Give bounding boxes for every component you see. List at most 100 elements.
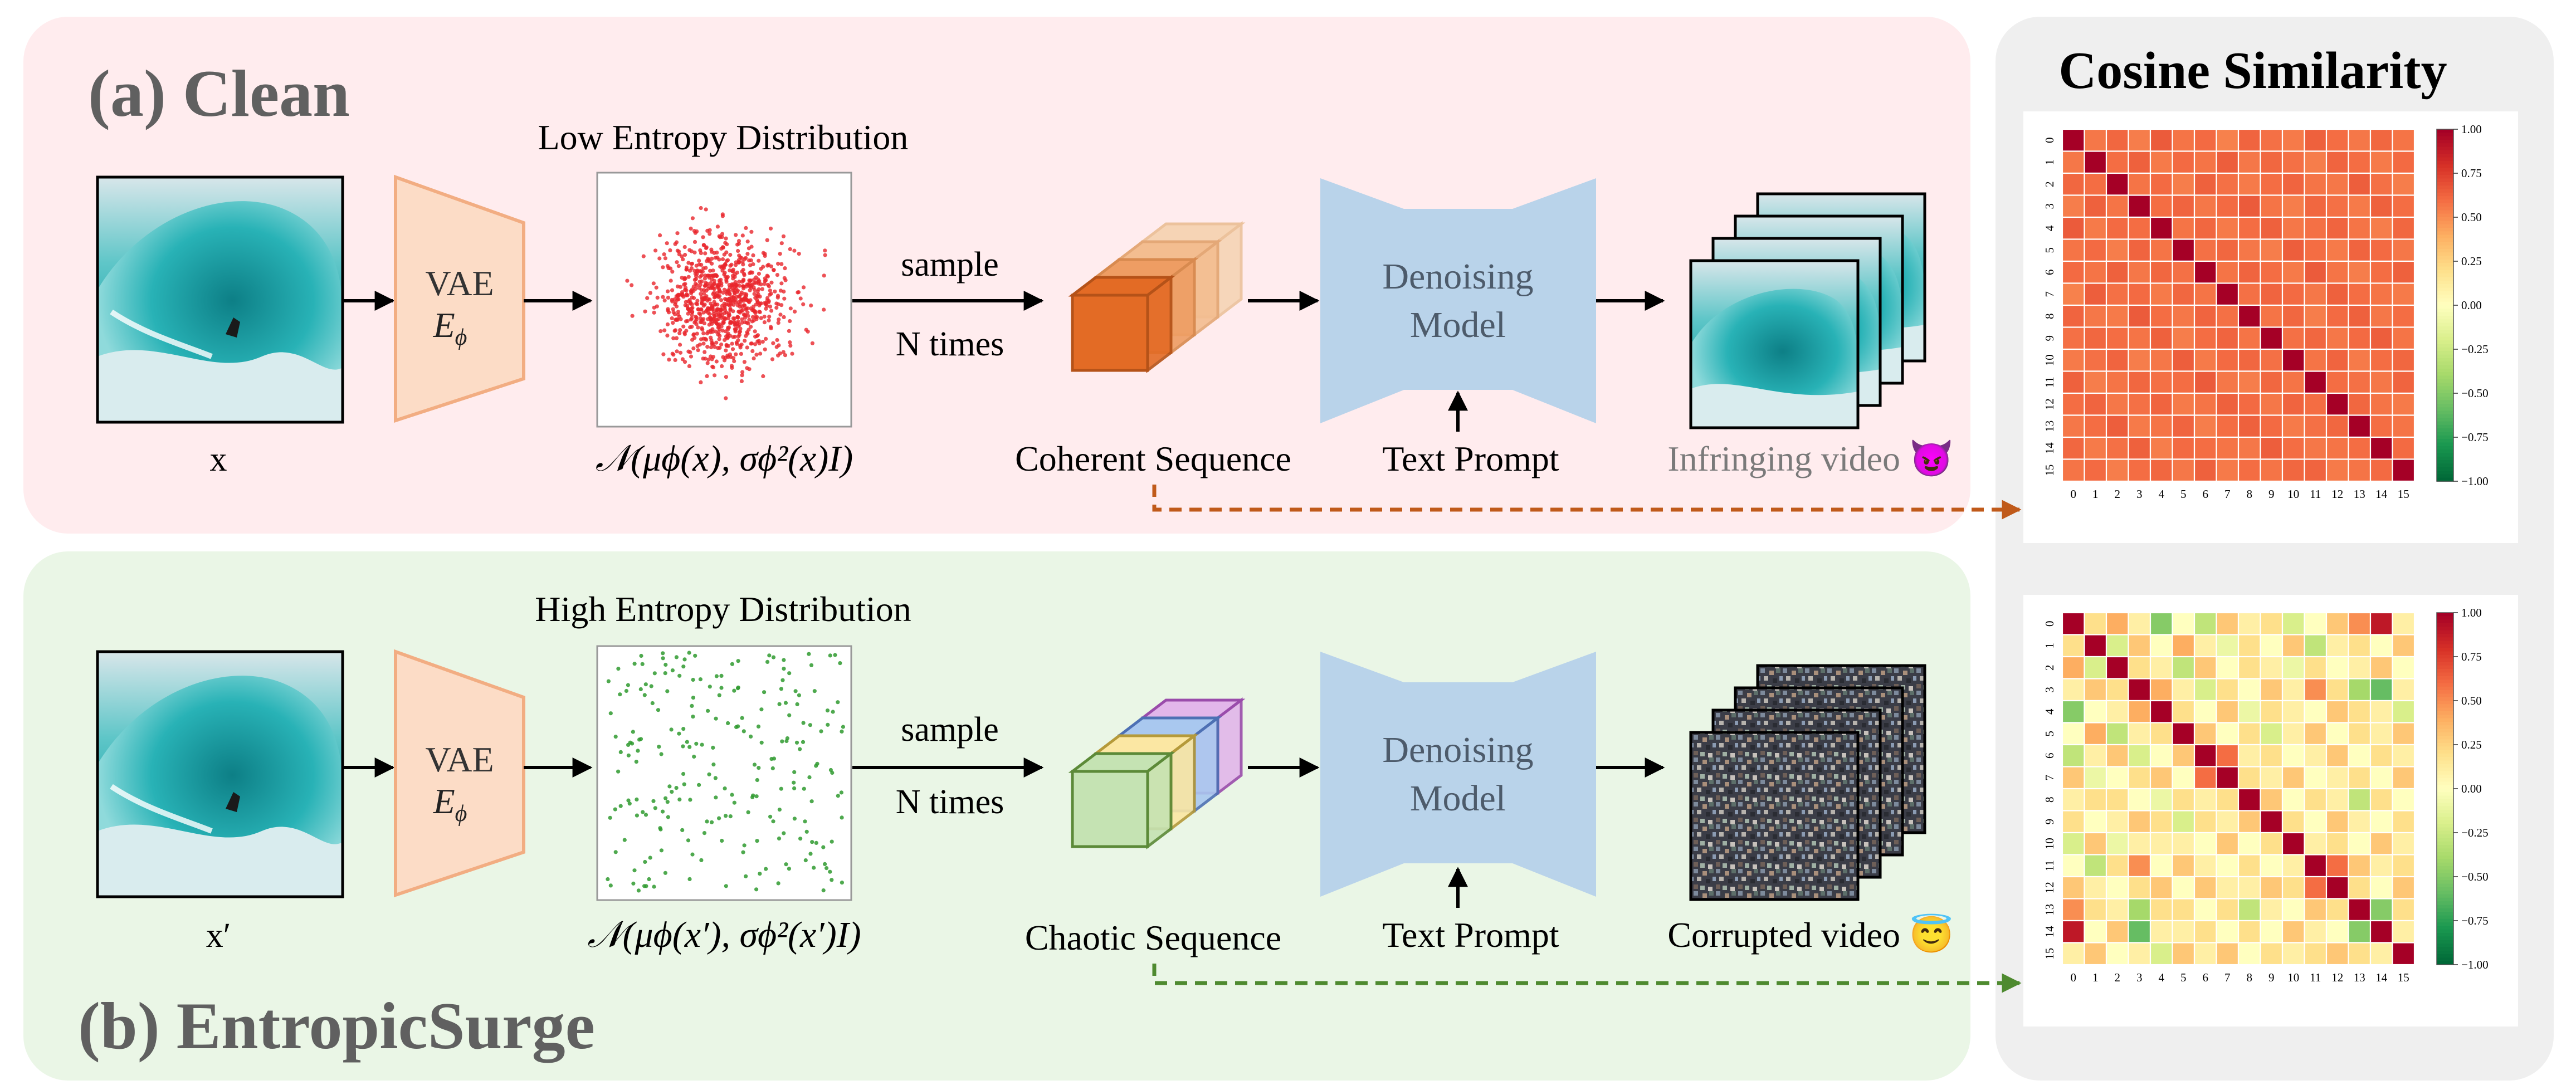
scatter-point-a <box>768 226 773 231</box>
input-label-a: x <box>210 441 227 478</box>
colorbar-segment <box>2437 224 2453 228</box>
scatter-point-b <box>677 797 682 801</box>
heatmap-cell <box>2237 238 2261 262</box>
heatmap-cell <box>2061 920 2085 944</box>
heatmap-cell <box>2061 282 2085 306</box>
heatmap-cell <box>2216 304 2240 328</box>
scatter-point-a <box>726 316 731 321</box>
vae-label-a: VAE <box>425 263 494 303</box>
heatmap-cell <box>2281 898 2305 922</box>
colorbar-segment <box>2437 280 2453 285</box>
heatmap-cell <box>2084 634 2107 658</box>
heatmap-cell <box>2281 172 2305 196</box>
heatmap-cell <box>2061 810 2085 834</box>
scatter-point-a <box>739 343 744 347</box>
heatmap-cell <box>2237 216 2261 240</box>
scatter-point-b <box>741 850 745 854</box>
scatter-point-b <box>687 877 692 881</box>
heatmap-entropicsurge: 0011223344556677889910101111121213131414… <box>2043 606 2489 984</box>
scatter-point-b <box>734 725 739 729</box>
colorbar-segment <box>2437 725 2453 730</box>
scatter-point-b <box>783 701 788 705</box>
colorbar-tick-label: 0.50 <box>2461 694 2482 707</box>
cube-front <box>1071 294 1149 372</box>
heatmap-cell <box>2061 634 2085 658</box>
colorbar-segment <box>2437 707 2453 712</box>
scatter-point-a <box>756 292 760 297</box>
scatter-point-a <box>715 224 720 229</box>
heatmap-cell <box>2392 898 2416 922</box>
panel-a-background <box>23 17 1970 534</box>
heatmap-cell <box>2061 678 2085 702</box>
panel-b-title: (b) EntropicSurge <box>78 989 595 1063</box>
scatter-point-a <box>714 329 718 334</box>
scatter-point-a <box>716 317 720 321</box>
heatmap-cell <box>2281 436 2305 460</box>
heatmap-cell <box>2392 766 2416 790</box>
scatter-point-b <box>670 790 674 794</box>
scatter-point-a <box>724 396 728 400</box>
heatmap-cell <box>2105 436 2129 460</box>
colorbar-segment <box>2437 164 2453 169</box>
scatter-point-a <box>705 228 710 233</box>
heatmap-cell <box>2149 172 2173 196</box>
colorbar-segment <box>2437 175 2453 179</box>
scatter-point-b <box>652 884 656 889</box>
heatmap-cell <box>2216 700 2240 724</box>
scatter-point-a <box>718 314 723 319</box>
heatmap-cell <box>2216 458 2240 482</box>
scatter-point-a <box>823 253 827 257</box>
heatmap-cell <box>2304 150 2328 174</box>
scatter-point-a <box>757 287 761 292</box>
dist-formula-b: 𝒩(μϕ(x′), σϕ²(x′)I) <box>587 915 861 955</box>
colorbar-segment <box>2437 950 2453 955</box>
scatter-point-a <box>695 271 699 276</box>
heatmap-cell <box>2260 942 2284 966</box>
scatter-point-b <box>754 794 759 799</box>
scatter-point-a <box>695 229 699 233</box>
scatter-point-a <box>670 288 675 292</box>
heatmap-cell <box>2304 612 2328 636</box>
scatter-point-a <box>699 292 703 296</box>
scatter-point-b <box>711 745 715 750</box>
scatter-point-b <box>606 679 611 683</box>
scatter-point-b <box>692 754 696 759</box>
heatmap-cell <box>2105 128 2129 152</box>
heatmap-y-tick: 14 <box>2043 926 2056 938</box>
scatter-point-b <box>608 883 613 888</box>
scatter-point-b <box>757 766 761 770</box>
scatter-point-b <box>808 723 812 727</box>
scatter-point-a <box>714 359 719 364</box>
denoising-model-shape-b <box>1320 652 1596 897</box>
scatter-point-a <box>752 356 756 361</box>
scatter-point-b <box>665 800 670 804</box>
heatmap-cell <box>2084 722 2107 746</box>
heatmap-cell <box>2216 744 2240 768</box>
scatter-point-a <box>710 321 714 326</box>
heatmap-x-tick: 5 <box>2180 487 2187 501</box>
colorbar-segment <box>2437 467 2453 471</box>
heatmap-cell <box>2149 744 2173 768</box>
scatter-point-b <box>821 845 826 849</box>
heatmap-cell <box>2260 458 2284 482</box>
infringing-video-frames <box>1689 192 1926 429</box>
heatmap-cell <box>2237 414 2261 438</box>
scatter-point-a <box>727 311 731 316</box>
colorbar-segment <box>2437 372 2453 377</box>
scatter-point-a <box>703 296 708 300</box>
scatter-point-a <box>668 248 672 252</box>
scatter-point-a <box>779 262 784 266</box>
scatter-point-a <box>768 292 772 297</box>
scatter-point-a <box>714 273 719 278</box>
scatter-point-b <box>622 838 627 842</box>
colorbar-segment <box>2437 926 2453 930</box>
heatmap-cell <box>2193 326 2217 350</box>
scatter-point-a <box>739 256 744 261</box>
heatmap-cell <box>2392 810 2416 834</box>
scatter-point-a <box>743 339 747 343</box>
colorbar-segment <box>2437 386 2453 390</box>
scatter-point-a <box>756 280 760 284</box>
colorbar-segment <box>2437 648 2453 652</box>
heatmap-cell <box>2260 876 2284 900</box>
scatter-point-b <box>665 689 670 693</box>
